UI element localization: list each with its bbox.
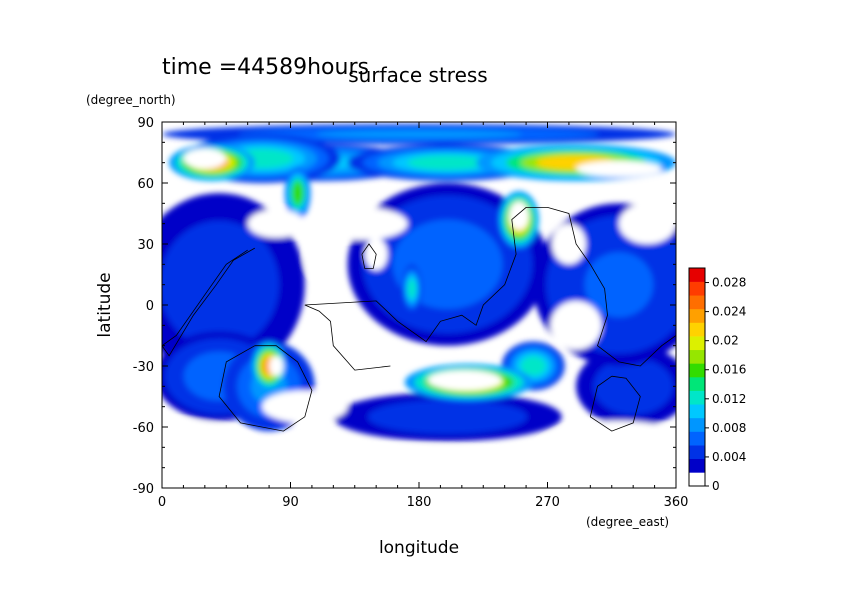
colorbar-band <box>689 458 705 473</box>
colorbar-band <box>689 336 705 351</box>
y-tick-label: -30 <box>133 360 154 375</box>
y-tick-label: -60 <box>133 421 154 436</box>
zero-region <box>290 447 548 488</box>
x-axis-title: longitude <box>379 538 459 558</box>
y-axis-title: latitude <box>95 272 115 337</box>
x-tick-label: 90 <box>282 495 299 510</box>
stress-blob <box>316 130 522 139</box>
stress-blob <box>584 252 654 318</box>
colorbar-band <box>689 281 705 296</box>
zero-region <box>304 244 334 277</box>
colorbar-band <box>689 295 705 310</box>
axis-ticks: 0 90 180 270 360 90 60 30 0 -30 -60 -90 <box>133 116 689 510</box>
colorbar-band <box>689 377 705 391</box>
colorbar-band <box>689 322 705 337</box>
x-tick-label: 0 <box>158 495 166 510</box>
colorbar-tick-label: 0.028 <box>712 276 746 290</box>
stress-blob <box>407 155 488 170</box>
zero-region <box>183 148 227 169</box>
colorbar-band <box>689 268 705 282</box>
y-tick-label: -90 <box>133 482 154 497</box>
coastline-antarctica-west <box>218 345 313 432</box>
zero-region <box>551 223 587 265</box>
colorbar-band <box>689 417 705 432</box>
colorbar-tick-label: 0.004 <box>712 450 746 464</box>
stress-field <box>162 124 676 488</box>
zero-region <box>533 420 676 488</box>
stress-blob <box>184 248 254 322</box>
x-tick-label: 180 <box>407 495 432 510</box>
colorbar-tick-label: 0.012 <box>712 392 746 406</box>
zero-region <box>508 201 529 230</box>
stress-blob <box>401 407 494 427</box>
colorbar-band <box>689 472 705 487</box>
x-tick-label: 270 <box>535 495 560 510</box>
zero-region <box>269 355 284 377</box>
colorbar-tick-label: 0.024 <box>712 305 746 319</box>
coastline-island-1 <box>361 243 377 269</box>
colorbar-tick-label: 0.02 <box>712 334 739 348</box>
continent-outlines <box>162 207 676 432</box>
zero-region <box>247 209 305 238</box>
x-tick-label: 360 <box>664 495 689 510</box>
colorbar-tick-label: 0.008 <box>712 421 746 435</box>
colorbar-band <box>689 349 705 364</box>
stress-blob <box>520 356 546 376</box>
colorbar-tick-label: 0 <box>712 479 720 493</box>
colorbar-band <box>689 404 705 419</box>
coastline-antarctica-east <box>589 375 641 432</box>
zero-region <box>427 370 502 391</box>
stress-blob <box>610 370 657 403</box>
y-tick-label: 90 <box>137 116 154 131</box>
zero-region <box>316 207 408 240</box>
zero-region <box>261 390 348 423</box>
colorbar-band <box>689 445 705 460</box>
colorbar-band <box>689 308 705 323</box>
zero-region <box>618 203 676 245</box>
colorbar-band <box>689 363 705 378</box>
y-tick-label: 60 <box>137 177 154 192</box>
stress-blob <box>407 278 416 299</box>
zero-region <box>576 160 662 177</box>
y-tick-label: 0 <box>146 299 154 314</box>
coastline-africa <box>304 207 676 371</box>
colorbar-band <box>689 431 705 446</box>
x-unit-label: (degree_east) <box>586 515 669 529</box>
stress-blob <box>407 231 488 297</box>
zero-region <box>162 420 262 488</box>
colorbar-tick-label: 0.016 <box>712 363 746 377</box>
stress-blob <box>292 182 303 204</box>
y-tick-label: 30 <box>137 238 154 253</box>
chart-title: surface stress <box>348 63 487 87</box>
colorbar-band <box>689 390 705 405</box>
colorbar-frame <box>688 267 706 487</box>
time-label: time =44589hours <box>162 55 369 80</box>
y-unit-label: (degree_north) <box>86 93 176 107</box>
colorbar: 0 0.004 0.008 0.012 0.016 0.02 0.024 0.028 <box>688 267 746 493</box>
coastline-south-america <box>162 247 255 357</box>
zero-region <box>550 300 602 350</box>
